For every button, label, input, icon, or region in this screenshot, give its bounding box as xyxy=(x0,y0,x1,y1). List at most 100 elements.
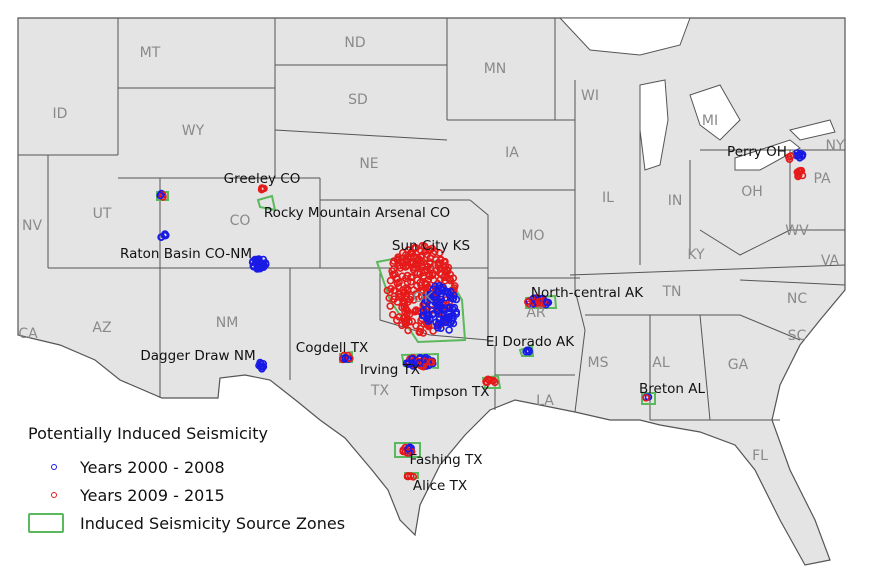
earthquake-event xyxy=(432,290,441,299)
state-label-ny: NY xyxy=(825,138,844,154)
state-label-oh: OH xyxy=(741,184,763,200)
lake xyxy=(789,119,836,141)
state-label-wi: WI xyxy=(581,88,599,104)
earthquake-event xyxy=(429,285,438,293)
earthquake-event xyxy=(407,277,415,286)
earthquake-event xyxy=(433,299,441,308)
earthquake-event xyxy=(415,359,424,367)
state-label-nd: ND xyxy=(344,35,365,51)
state-label-co: CO xyxy=(230,213,251,229)
zone-label: Raton Basin CO-NM xyxy=(120,246,252,262)
earthquake-event xyxy=(407,248,415,256)
state-label-wy: WY xyxy=(182,123,205,139)
earthquake-event xyxy=(404,444,412,453)
zone-label: Perry OH xyxy=(727,144,787,160)
earthquake-event xyxy=(156,191,164,200)
zone-label: Sun City KS xyxy=(392,238,470,254)
state-label-sd: SD xyxy=(348,92,368,108)
state-label-al: AL xyxy=(652,355,670,371)
earthquake-event xyxy=(392,316,401,325)
earthquake-event xyxy=(522,347,530,356)
earthquake-event xyxy=(410,307,419,316)
source-zone-outline xyxy=(256,194,277,212)
state-label-ne: NE xyxy=(359,156,378,172)
earthquake-event xyxy=(438,285,446,294)
earthquake-event xyxy=(447,293,456,301)
earthquake-event xyxy=(390,257,398,265)
earthquake-event xyxy=(413,282,421,290)
state-label-mi: MI xyxy=(702,113,718,129)
earthquake-event xyxy=(445,326,453,334)
earthquake-event xyxy=(523,298,532,306)
zone-label: Breton AL xyxy=(639,381,705,397)
state-label-ia: IA xyxy=(505,145,519,161)
source-zone-outline xyxy=(394,442,421,458)
zone-label: Irving TX xyxy=(360,362,420,378)
earthquake-event xyxy=(418,311,427,320)
earthquake-event xyxy=(426,358,434,366)
state-border xyxy=(739,279,846,286)
state-label-wv: WV xyxy=(785,223,809,239)
state-label-tn: TN xyxy=(661,284,681,300)
green-box-icon xyxy=(28,513,64,533)
earthquake-event xyxy=(449,305,458,314)
state-label-ut: UT xyxy=(93,206,112,222)
earthquake-event xyxy=(403,472,412,481)
zone-label: El Dorado AK xyxy=(486,334,575,350)
state-label-az: AZ xyxy=(92,320,111,336)
state-label-ga: GA xyxy=(728,357,749,373)
earthquake-events xyxy=(156,149,807,481)
state-label-tx: TX xyxy=(370,383,390,399)
earthquake-event xyxy=(433,321,442,330)
earthquake-event xyxy=(345,354,354,363)
state-border xyxy=(569,264,846,276)
state-label-ca: CA xyxy=(18,326,38,342)
earthquake-event xyxy=(425,272,434,281)
legend: Potentially Induced Seismicity Years 200… xyxy=(28,424,345,539)
state-border xyxy=(585,314,801,341)
earthquake-event xyxy=(430,309,438,318)
earthquake-event xyxy=(444,318,453,327)
earthquake-event xyxy=(425,246,433,255)
earthquake-event xyxy=(386,302,395,310)
legend-label: Years 2009 - 2015 xyxy=(80,485,225,505)
source-zone-outline xyxy=(641,392,656,405)
state-label-nc: NC xyxy=(787,291,807,307)
earthquake-event xyxy=(642,393,650,402)
state-label-ms: MS xyxy=(588,355,609,371)
earthquake-event xyxy=(411,261,420,269)
earthquake-event xyxy=(435,260,444,269)
earthquake-event xyxy=(484,375,492,384)
earthquake-event xyxy=(249,257,257,266)
state-border xyxy=(274,129,448,141)
zone-label: North-central AK xyxy=(531,285,644,301)
state-label-pa: PA xyxy=(813,171,831,187)
earthquake-event xyxy=(395,278,403,287)
earthquake-event xyxy=(796,149,805,158)
earthquake-event xyxy=(441,276,449,285)
earthquake-event xyxy=(259,359,268,368)
earthquake-event xyxy=(260,184,268,193)
earthquake-event xyxy=(412,321,420,330)
state-label-mt: MT xyxy=(140,45,161,61)
legend-title: Potentially Induced Seismicity xyxy=(28,424,268,443)
earthquake-event xyxy=(417,281,425,290)
earthquake-event xyxy=(252,255,261,264)
earthquake-event xyxy=(406,295,414,304)
zone-labels: Greeley CO Rocky Mountain Arsenal CO Raton… xyxy=(120,144,787,494)
state-border xyxy=(699,314,711,421)
earthquake-event xyxy=(402,317,410,325)
state-label-ky: KY xyxy=(687,247,705,263)
red-circle-icon xyxy=(51,492,57,498)
earthquake-event xyxy=(162,231,170,240)
legend-label: Years 2000 - 2008 xyxy=(80,457,225,477)
earthquake-event xyxy=(386,276,395,285)
state-label-nv: NV xyxy=(22,218,42,234)
lake xyxy=(558,17,691,56)
state-labels: MT ND MN WI MI ID WY SD NY NE IA OH PA NV UT CO IL IN WV MO… xyxy=(18,35,845,464)
earthquake-event xyxy=(525,347,533,356)
earthquake-event xyxy=(404,326,412,335)
legend-item-early: Years 2000 - 2008 xyxy=(28,455,345,479)
